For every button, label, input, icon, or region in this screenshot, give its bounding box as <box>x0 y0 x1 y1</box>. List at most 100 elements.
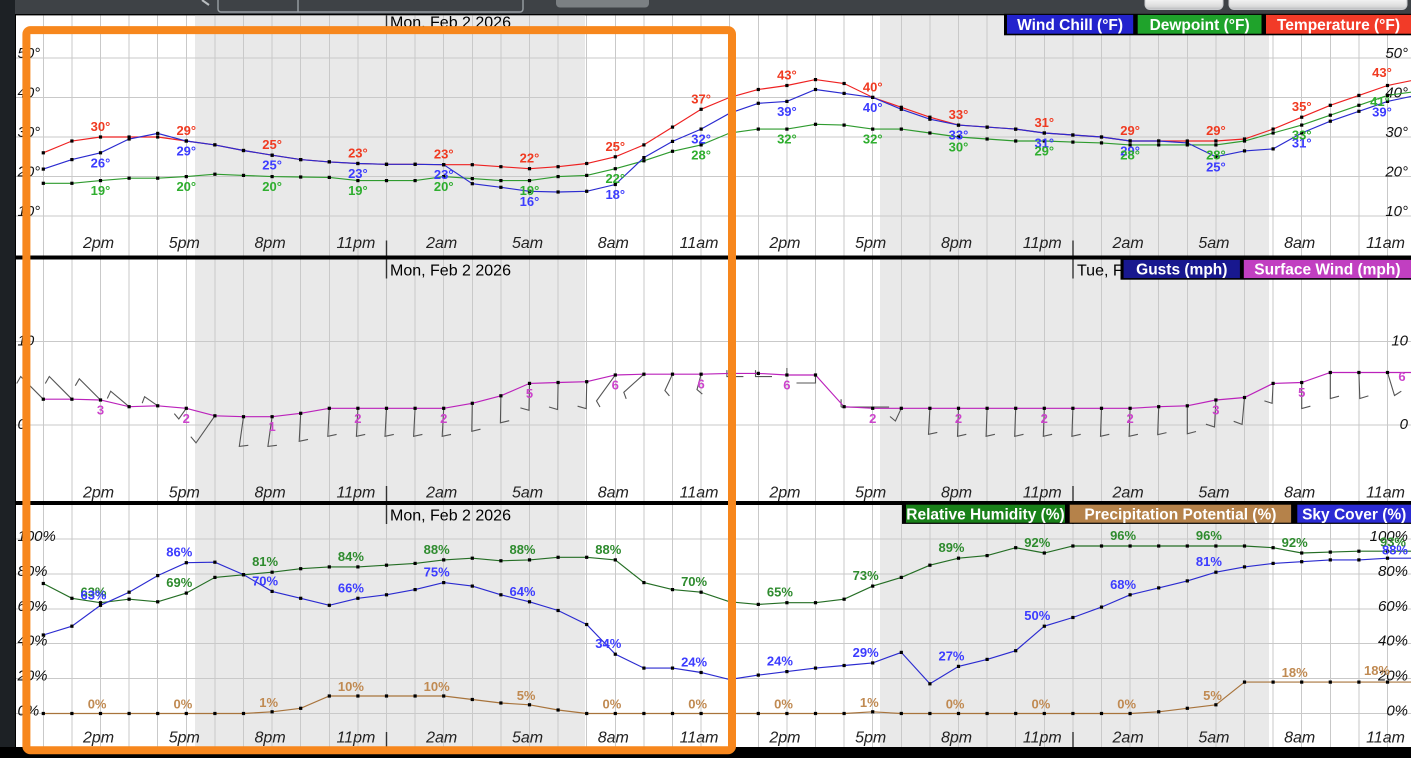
svg-text:26°: 26° <box>91 155 111 170</box>
svg-text:5: 5 <box>526 386 533 401</box>
svg-text:2pm: 2pm <box>768 485 800 502</box>
svg-text:73%: 73% <box>853 568 879 583</box>
svg-text:96%: 96% <box>1196 528 1222 543</box>
svg-text:6: 6 <box>697 377 704 392</box>
svg-text:8pm: 8pm <box>255 730 286 747</box>
svg-text:31°: 31° <box>1034 115 1054 130</box>
svg-text:2: 2 <box>354 411 361 426</box>
svg-text:96%: 96% <box>1110 528 1136 543</box>
svg-text:0%: 0% <box>174 697 193 712</box>
svg-text:22°: 22° <box>520 151 540 166</box>
svg-text:28°: 28° <box>1120 147 1140 162</box>
svg-text:66%: 66% <box>338 580 364 595</box>
svg-text:0%: 0% <box>1386 703 1408 720</box>
svg-text:50%: 50% <box>1024 608 1050 623</box>
svg-text:11am: 11am <box>680 730 719 747</box>
svg-text:1: 1 <box>268 419 275 434</box>
svg-text:92%: 92% <box>1024 535 1050 550</box>
svg-text:33°: 33° <box>1292 128 1312 143</box>
svg-text:0%: 0% <box>946 697 965 712</box>
svg-text:5pm: 5pm <box>169 235 200 252</box>
svg-text:Surface Wind (mph): Surface Wind (mph) <box>1254 262 1400 279</box>
svg-text:6: 6 <box>612 378 619 393</box>
svg-text:68%: 68% <box>1110 577 1136 592</box>
svg-text:10%: 10% <box>424 679 450 694</box>
svg-text:29°: 29° <box>1120 144 1140 159</box>
svg-text:31°: 31° <box>1292 136 1312 151</box>
svg-text:Mon, Feb 2 2026: Mon, Feb 2 2026 <box>390 263 511 280</box>
svg-text:60%: 60% <box>18 598 48 615</box>
svg-text:65%: 65% <box>767 585 793 600</box>
svg-text:18%: 18% <box>1364 663 1390 678</box>
svg-text:19°: 19° <box>348 183 368 198</box>
svg-text:18°: 18° <box>605 187 625 202</box>
svg-text:2: 2 <box>183 411 190 426</box>
svg-text:32°: 32° <box>777 132 797 147</box>
svg-text:28°: 28° <box>1206 147 1226 162</box>
svg-text:8am: 8am <box>598 485 629 502</box>
svg-text:11pm: 11pm <box>1023 485 1062 502</box>
svg-text:2am: 2am <box>425 485 457 502</box>
svg-text:0%: 0% <box>88 697 107 712</box>
svg-text:1%: 1% <box>259 695 278 710</box>
svg-text:20°: 20° <box>434 179 454 194</box>
svg-text:11pm: 11pm <box>1023 730 1062 747</box>
svg-text:2pm: 2pm <box>82 730 114 747</box>
svg-text:19°: 19° <box>91 183 111 198</box>
svg-text:20°: 20° <box>176 179 196 194</box>
svg-text:93%: 93% <box>1380 535 1406 550</box>
svg-text:23°: 23° <box>434 147 454 162</box>
svg-text:20%: 20% <box>1377 668 1408 685</box>
svg-text:40%: 40% <box>1378 633 1408 650</box>
svg-text:0: 0 <box>1400 416 1409 433</box>
svg-text:2am: 2am <box>425 730 457 747</box>
svg-text:Sky Cover (%): Sky Cover (%) <box>1302 506 1406 523</box>
svg-text:29°: 29° <box>176 144 196 159</box>
svg-text:33°: 33° <box>949 128 969 143</box>
svg-text:2: 2 <box>869 411 876 426</box>
svg-text:20°: 20° <box>1384 164 1408 181</box>
svg-text:0: 0 <box>18 416 27 433</box>
svg-text:20%: 20% <box>17 668 48 685</box>
svg-text:2pm: 2pm <box>768 730 800 747</box>
svg-text:88%: 88% <box>424 542 450 557</box>
svg-text:70%: 70% <box>252 573 278 588</box>
svg-text:41°: 41° <box>1370 94 1390 109</box>
svg-text:5am: 5am <box>1198 730 1229 747</box>
svg-text:50°: 50° <box>1385 45 1408 62</box>
svg-text:64%: 64% <box>509 584 535 599</box>
svg-text:Temperature (°F): Temperature (°F) <box>1277 17 1400 34</box>
svg-text:32°: 32° <box>863 132 883 147</box>
svg-text:40°: 40° <box>1385 84 1408 101</box>
svg-text:1%: 1% <box>860 695 879 710</box>
svg-text:0%: 0% <box>1117 697 1136 712</box>
svg-text:25°: 25° <box>1206 159 1226 174</box>
svg-text:5pm: 5pm <box>855 485 886 502</box>
svg-text:5pm: 5pm <box>855 235 886 252</box>
svg-text:3: 3 <box>97 403 104 418</box>
svg-text:24%: 24% <box>681 655 707 670</box>
svg-text:11am: 11am <box>1366 730 1405 747</box>
svg-text:20°: 20° <box>262 179 282 194</box>
svg-text:0%: 0% <box>774 697 793 712</box>
svg-text:18%: 18% <box>1282 665 1308 680</box>
svg-text:25°: 25° <box>262 158 282 173</box>
svg-text:29°: 29° <box>1206 123 1226 138</box>
svg-text:19°: 19° <box>520 183 540 198</box>
svg-text:11am: 11am <box>680 485 719 502</box>
svg-text:37°: 37° <box>691 91 711 106</box>
svg-text:3: 3 <box>1212 403 1219 418</box>
svg-text:43°: 43° <box>777 68 797 83</box>
svg-text:31°: 31° <box>1034 136 1054 151</box>
svg-text:8pm: 8pm <box>941 235 972 252</box>
svg-text:30°: 30° <box>91 119 111 134</box>
svg-text:Mon, Feb 2 2026: Mon, Feb 2 2026 <box>390 508 511 525</box>
svg-text:8am: 8am <box>598 730 629 747</box>
svg-text:Gusts (mph): Gusts (mph) <box>1136 262 1227 279</box>
svg-text:6: 6 <box>783 378 790 393</box>
svg-text:11pm: 11pm <box>1023 235 1062 252</box>
svg-text:35°: 35° <box>1292 99 1312 114</box>
svg-text:92%: 92% <box>1282 535 1308 550</box>
svg-text:11am: 11am <box>680 235 719 252</box>
svg-text:5%: 5% <box>517 688 536 703</box>
